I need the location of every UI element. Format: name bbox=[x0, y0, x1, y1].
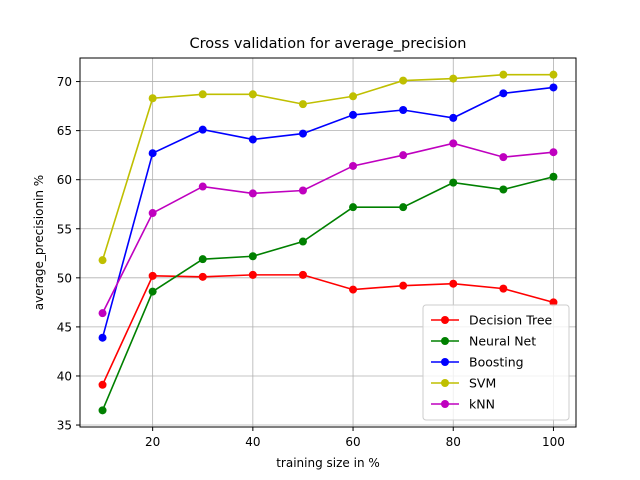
data-point-knn bbox=[499, 153, 508, 162]
data-point-neural-net bbox=[298, 237, 307, 246]
data-point-boosting bbox=[248, 135, 257, 144]
legend-label: SVM bbox=[469, 376, 496, 391]
y-tick-label: 50 bbox=[57, 271, 72, 285]
y-axis-label: average_precisionin % bbox=[32, 175, 46, 310]
data-point-svm bbox=[549, 70, 558, 79]
data-point-svm bbox=[98, 256, 107, 265]
y-tick-label: 65 bbox=[57, 124, 72, 138]
data-point-decision-tree bbox=[148, 271, 157, 280]
data-point-knn bbox=[449, 139, 458, 148]
series-knn bbox=[98, 139, 558, 318]
data-point-knn bbox=[98, 309, 107, 318]
legend-marker bbox=[441, 358, 449, 366]
data-point-knn bbox=[298, 186, 307, 195]
data-point-decision-tree bbox=[349, 285, 358, 294]
chart-title: Cross validation for average_precision bbox=[190, 36, 467, 52]
data-point-neural-net bbox=[399, 203, 408, 212]
legend-marker bbox=[441, 337, 449, 345]
data-point-decision-tree bbox=[248, 270, 257, 279]
data-point-neural-net bbox=[248, 252, 257, 261]
tick-layer: 20 40 60 80 100 35 40 45 50 55 60 65 70 bbox=[57, 75, 565, 449]
series-line-neural-net bbox=[101, 175, 554, 411]
plot-frame bbox=[79, 57, 577, 428]
legend-marker bbox=[441, 316, 449, 324]
legend-item-neural-net: Neural Net bbox=[431, 334, 536, 349]
data-point-neural-net bbox=[499, 185, 508, 194]
data-point-svm bbox=[449, 74, 458, 83]
data-point-decision-tree bbox=[98, 380, 107, 389]
legend-box bbox=[422, 304, 570, 421]
data-point-boosting bbox=[549, 83, 558, 92]
data-point-boosting bbox=[349, 110, 358, 119]
legend: Decision Tree Neural Net Boosting SVM kNN bbox=[422, 304, 570, 421]
legend-item-svm: SVM bbox=[431, 376, 496, 391]
data-point-knn bbox=[549, 148, 558, 157]
data-point-boosting bbox=[198, 125, 207, 134]
series-line-knn bbox=[101, 142, 554, 314]
legend-item-boosting: Boosting bbox=[431, 355, 524, 370]
data-point-svm bbox=[499, 70, 508, 79]
legend-label: Boosting bbox=[469, 355, 524, 370]
x-tick-label: 40 bbox=[245, 435, 260, 449]
y-tick-label: 70 bbox=[57, 75, 72, 89]
data-point-neural-net bbox=[449, 178, 458, 187]
series-layer bbox=[98, 70, 558, 415]
data-point-boosting bbox=[399, 106, 408, 115]
x-tick-label: 80 bbox=[446, 435, 461, 449]
series-line-decision-tree bbox=[101, 274, 554, 386]
data-point-boosting bbox=[449, 113, 458, 122]
data-point-neural-net bbox=[148, 287, 157, 296]
series-line-boosting bbox=[101, 86, 554, 338]
series-decision-tree bbox=[98, 270, 558, 389]
y-tick-label: 45 bbox=[57, 320, 72, 334]
x-tick-label: 100 bbox=[542, 435, 565, 449]
data-point-svm bbox=[248, 90, 257, 99]
legend-label: kNN bbox=[469, 397, 495, 412]
y-tick-label: 55 bbox=[57, 222, 72, 236]
data-point-svm bbox=[148, 94, 157, 103]
data-point-decision-tree bbox=[198, 272, 207, 281]
legend-label: Decision Tree bbox=[469, 313, 553, 328]
data-point-boosting bbox=[499, 89, 508, 98]
data-point-decision-tree bbox=[399, 281, 408, 290]
x-tick-label: 20 bbox=[145, 435, 160, 449]
data-point-knn bbox=[148, 209, 157, 218]
data-point-boosting bbox=[98, 333, 107, 342]
data-point-decision-tree bbox=[499, 284, 508, 293]
series-line-svm bbox=[101, 73, 554, 261]
y-tick-label: 35 bbox=[57, 419, 72, 433]
x-axis-label: training size in % bbox=[276, 456, 380, 470]
data-point-decision-tree bbox=[549, 298, 558, 307]
data-point-svm bbox=[399, 76, 408, 85]
legend-marker bbox=[441, 379, 449, 387]
data-point-knn bbox=[349, 161, 358, 170]
data-point-decision-tree bbox=[298, 270, 307, 279]
series-neural-net bbox=[98, 172, 558, 415]
y-tick-label: 40 bbox=[57, 369, 72, 383]
legend-item-knn: kNN bbox=[431, 397, 495, 412]
y-tick-label: 60 bbox=[57, 173, 72, 187]
series-boosting bbox=[98, 83, 558, 342]
series-svm bbox=[98, 70, 558, 265]
data-point-neural-net bbox=[198, 255, 207, 264]
data-point-neural-net bbox=[549, 172, 558, 181]
data-point-knn bbox=[198, 182, 207, 191]
data-point-neural-net bbox=[349, 203, 358, 212]
data-point-knn bbox=[399, 151, 408, 160]
grid bbox=[80, 58, 576, 427]
x-tick-label: 60 bbox=[345, 435, 360, 449]
data-point-boosting bbox=[148, 149, 157, 158]
data-point-neural-net bbox=[98, 406, 107, 415]
data-point-boosting bbox=[298, 129, 307, 138]
data-point-svm bbox=[298, 100, 307, 109]
data-point-svm bbox=[198, 90, 207, 99]
data-point-decision-tree bbox=[449, 279, 458, 288]
legend-marker bbox=[441, 400, 449, 408]
legend-label: Neural Net bbox=[469, 334, 536, 349]
data-point-svm bbox=[349, 92, 358, 101]
legend-item-decision-tree: Decision Tree bbox=[431, 313, 553, 328]
data-point-knn bbox=[248, 189, 257, 198]
